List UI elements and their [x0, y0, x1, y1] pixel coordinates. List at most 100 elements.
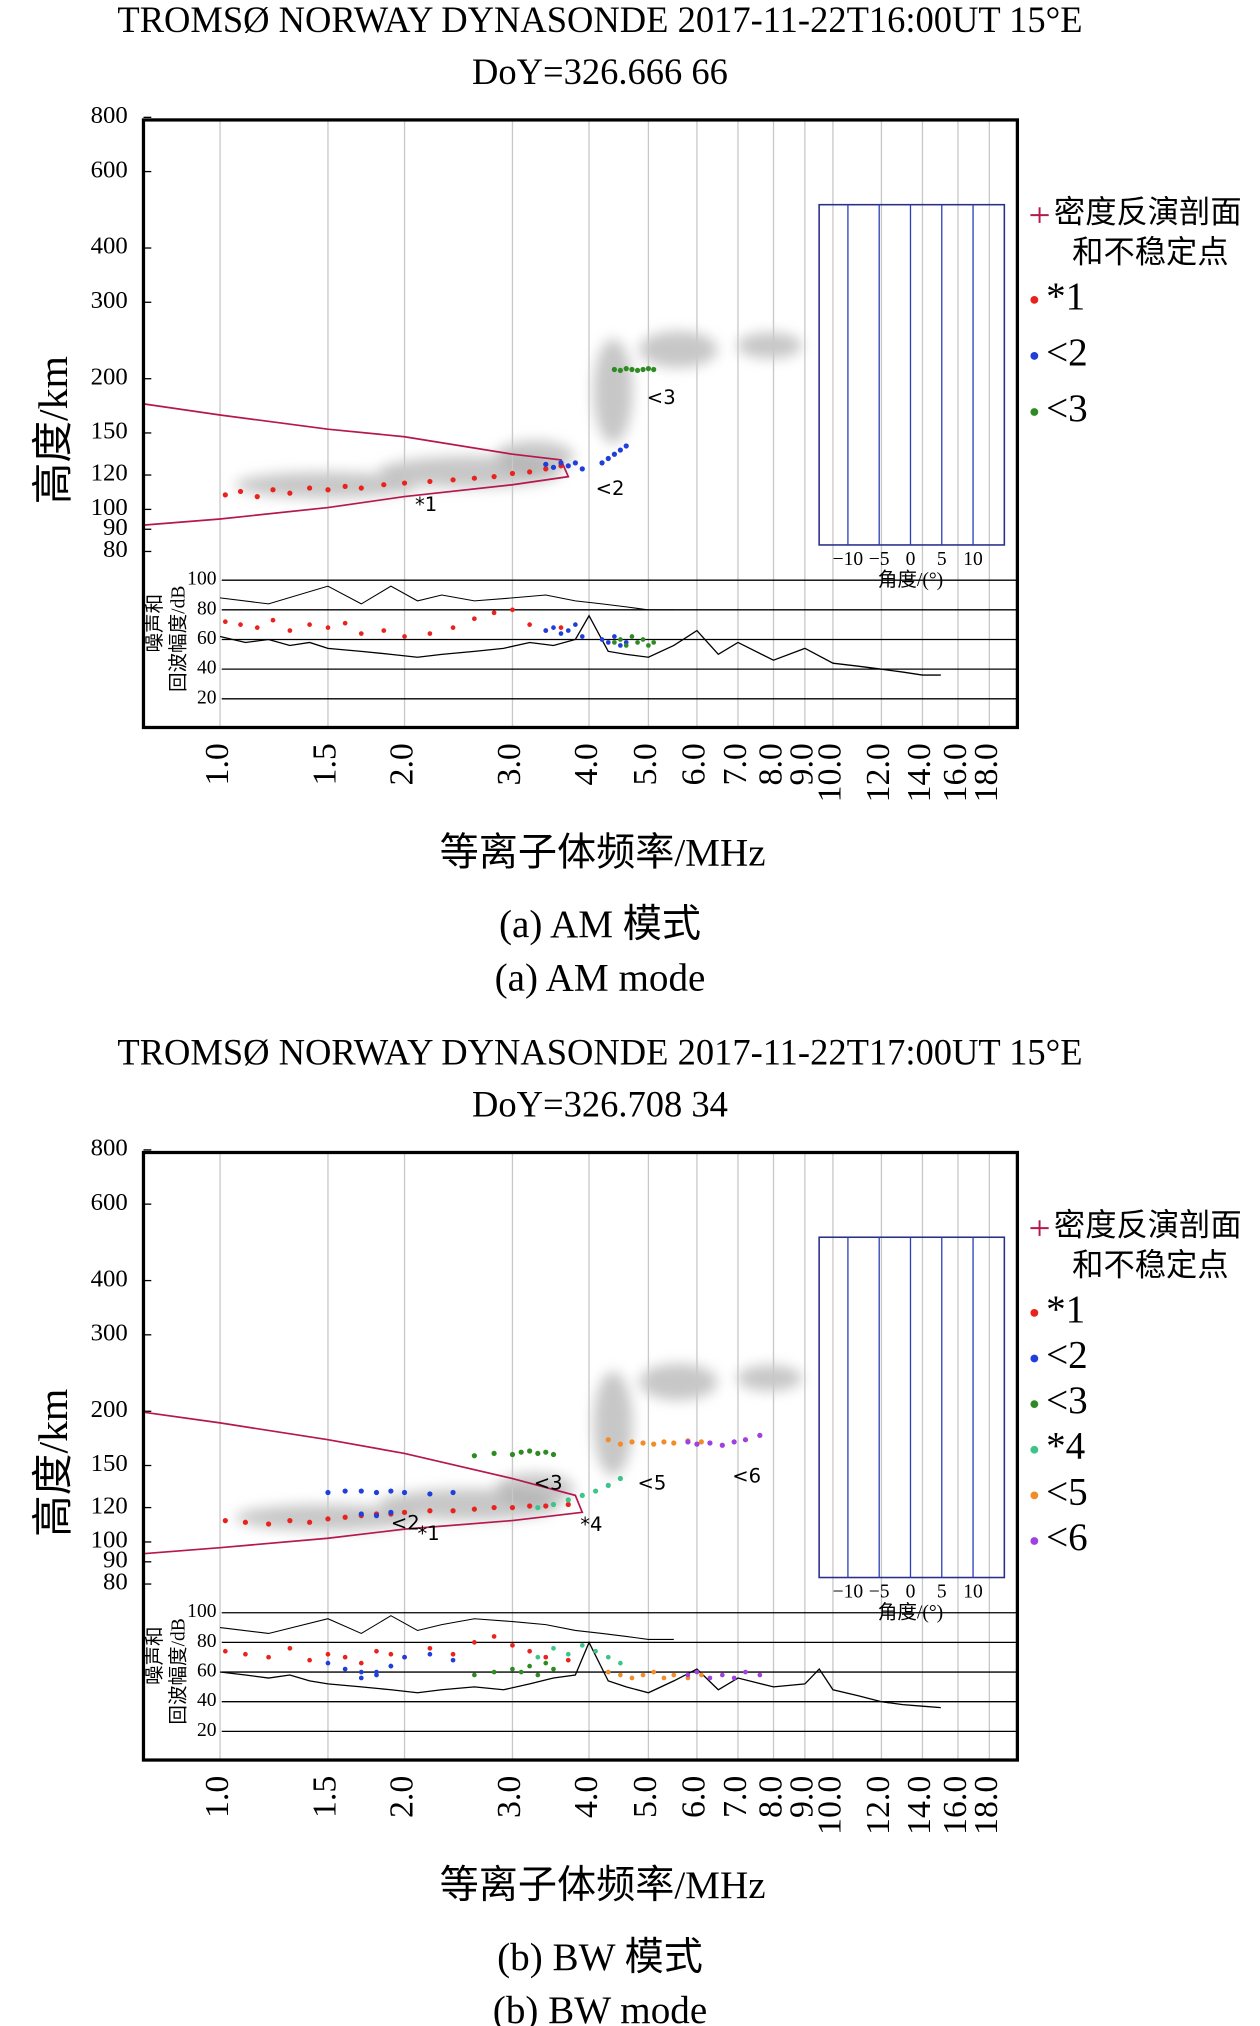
- echo-point: [535, 1450, 541, 1456]
- echo-point: [471, 1506, 477, 1512]
- legend-label: 和不稳定点: [1072, 1248, 1228, 1283]
- amplitude-point: [743, 1669, 748, 1675]
- echo-point: [579, 466, 585, 472]
- amplitude-axis-label: 回波幅度/dB: [167, 1618, 189, 1724]
- echo-point: [237, 488, 244, 495]
- echo-point: [342, 1488, 348, 1494]
- amplitude-point: [671, 1672, 677, 1678]
- amplitude-point: [472, 1640, 477, 1645]
- x-tick-label: 10.0: [812, 1776, 849, 1835]
- x-tick-label: 3.0: [491, 1776, 528, 1818]
- legend-label: 密度反演剖面: [1054, 1207, 1242, 1242]
- echo-trace: [234, 471, 418, 499]
- amplitude-point: [358, 631, 364, 636]
- echo-point: [661, 1439, 667, 1445]
- amplitude-point: [491, 1669, 497, 1675]
- echo-point: [611, 451, 617, 457]
- legend-marker: [1030, 295, 1039, 304]
- angle-tick-label: 0: [906, 549, 916, 570]
- amplitude-point: [342, 620, 348, 626]
- amplitude-point: [635, 640, 640, 645]
- amplitude-point: [238, 622, 243, 627]
- profile-line: [143, 1411, 584, 1555]
- echo-point: [565, 463, 571, 469]
- x-tick-label: 1.5: [307, 743, 344, 785]
- echo-point: [629, 1439, 635, 1445]
- echo-point: [543, 1503, 549, 1509]
- caption: (b) BW mode: [493, 1989, 707, 2026]
- amplitude-point: [266, 1654, 271, 1660]
- noise-line: [219, 1640, 941, 1709]
- x-tick-label: 7.0: [717, 743, 754, 785]
- legend-label: <3: [1046, 1379, 1088, 1422]
- echo-point: [401, 1509, 408, 1515]
- echo-point: [381, 482, 387, 488]
- amplitude-point: [358, 1660, 364, 1666]
- legend-label: 和不稳定点: [1072, 235, 1228, 270]
- panel: TROMSØ NORWAY DYNASONDE 2017-11-22T17:00…: [31, 1031, 1242, 2026]
- echo-point: [427, 1508, 433, 1514]
- amplitude-point: [427, 1651, 433, 1657]
- legend-label: 密度反演剖面: [1054, 194, 1242, 229]
- echo-point: [358, 1511, 364, 1517]
- amplitude-point: [661, 1675, 667, 1681]
- echo-point: [373, 1513, 380, 1519]
- echo-point: [388, 1509, 394, 1515]
- amplitude-tick-label: 40: [197, 1690, 217, 1711]
- amplitude-point: [599, 637, 605, 642]
- echo-point: [306, 1519, 313, 1525]
- echo-trace: [593, 1371, 633, 1476]
- y-tick-label: 600: [91, 1189, 128, 1216]
- amplitude-point: [612, 640, 617, 645]
- x-tick-label: 2.0: [383, 1776, 420, 1818]
- amplitude-point: [651, 640, 657, 645]
- amplitude-point: [222, 1648, 228, 1654]
- amplitude-point: [640, 637, 646, 642]
- profile-line: [143, 403, 570, 526]
- echo-point: [550, 464, 557, 470]
- y-tick-label: 120: [91, 460, 128, 487]
- echo-point: [388, 1488, 394, 1494]
- echo-point: [605, 1437, 611, 1443]
- amplitude-point: [381, 628, 387, 633]
- echo-point: [550, 1451, 557, 1458]
- y-tick-label: 600: [91, 156, 128, 183]
- echo-trace: [736, 1365, 803, 1392]
- echo-point: [579, 1492, 585, 1499]
- amplitude-point: [579, 634, 585, 639]
- amplitude-point: [270, 617, 276, 623]
- y-tick-label: 800: [91, 102, 128, 129]
- echo-point: [242, 1519, 249, 1525]
- echo-point: [509, 1504, 516, 1511]
- echo-point: [527, 469, 533, 475]
- echo-point: [572, 460, 578, 466]
- annotation: <5: [638, 1471, 667, 1494]
- echo-point: [401, 480, 408, 486]
- y-tick-label: 150: [91, 1450, 128, 1477]
- angle-tick-label: 10: [963, 1582, 983, 1603]
- amplitude-point: [551, 1645, 556, 1651]
- amplitude-point: [518, 1669, 524, 1675]
- amplitude-point: [543, 1660, 549, 1666]
- legend-label: <2: [1046, 1333, 1088, 1376]
- echo-point: [565, 1497, 571, 1503]
- amplitude-point: [612, 634, 617, 639]
- annotation: *1: [415, 493, 437, 516]
- echo-point: [450, 1489, 456, 1496]
- amplitude-point: [527, 1663, 532, 1669]
- amplitude-point: [254, 625, 260, 630]
- y-tick-label: 90: [103, 514, 128, 541]
- annotation: *4: [580, 1513, 602, 1536]
- echo-point: [325, 1489, 331, 1496]
- legend-marker: [1030, 1445, 1039, 1454]
- echo-point: [358, 1488, 364, 1494]
- echo-trace: [736, 332, 803, 359]
- echo-point: [509, 470, 516, 477]
- amplitude-tick-label: 100: [187, 569, 217, 590]
- amplitude-point: [287, 1645, 293, 1651]
- x-tick-label: 14.0: [901, 1776, 938, 1835]
- echo-point: [685, 1439, 691, 1445]
- y-tick-label: 300: [91, 1320, 128, 1347]
- legend-marker: [1030, 1354, 1039, 1363]
